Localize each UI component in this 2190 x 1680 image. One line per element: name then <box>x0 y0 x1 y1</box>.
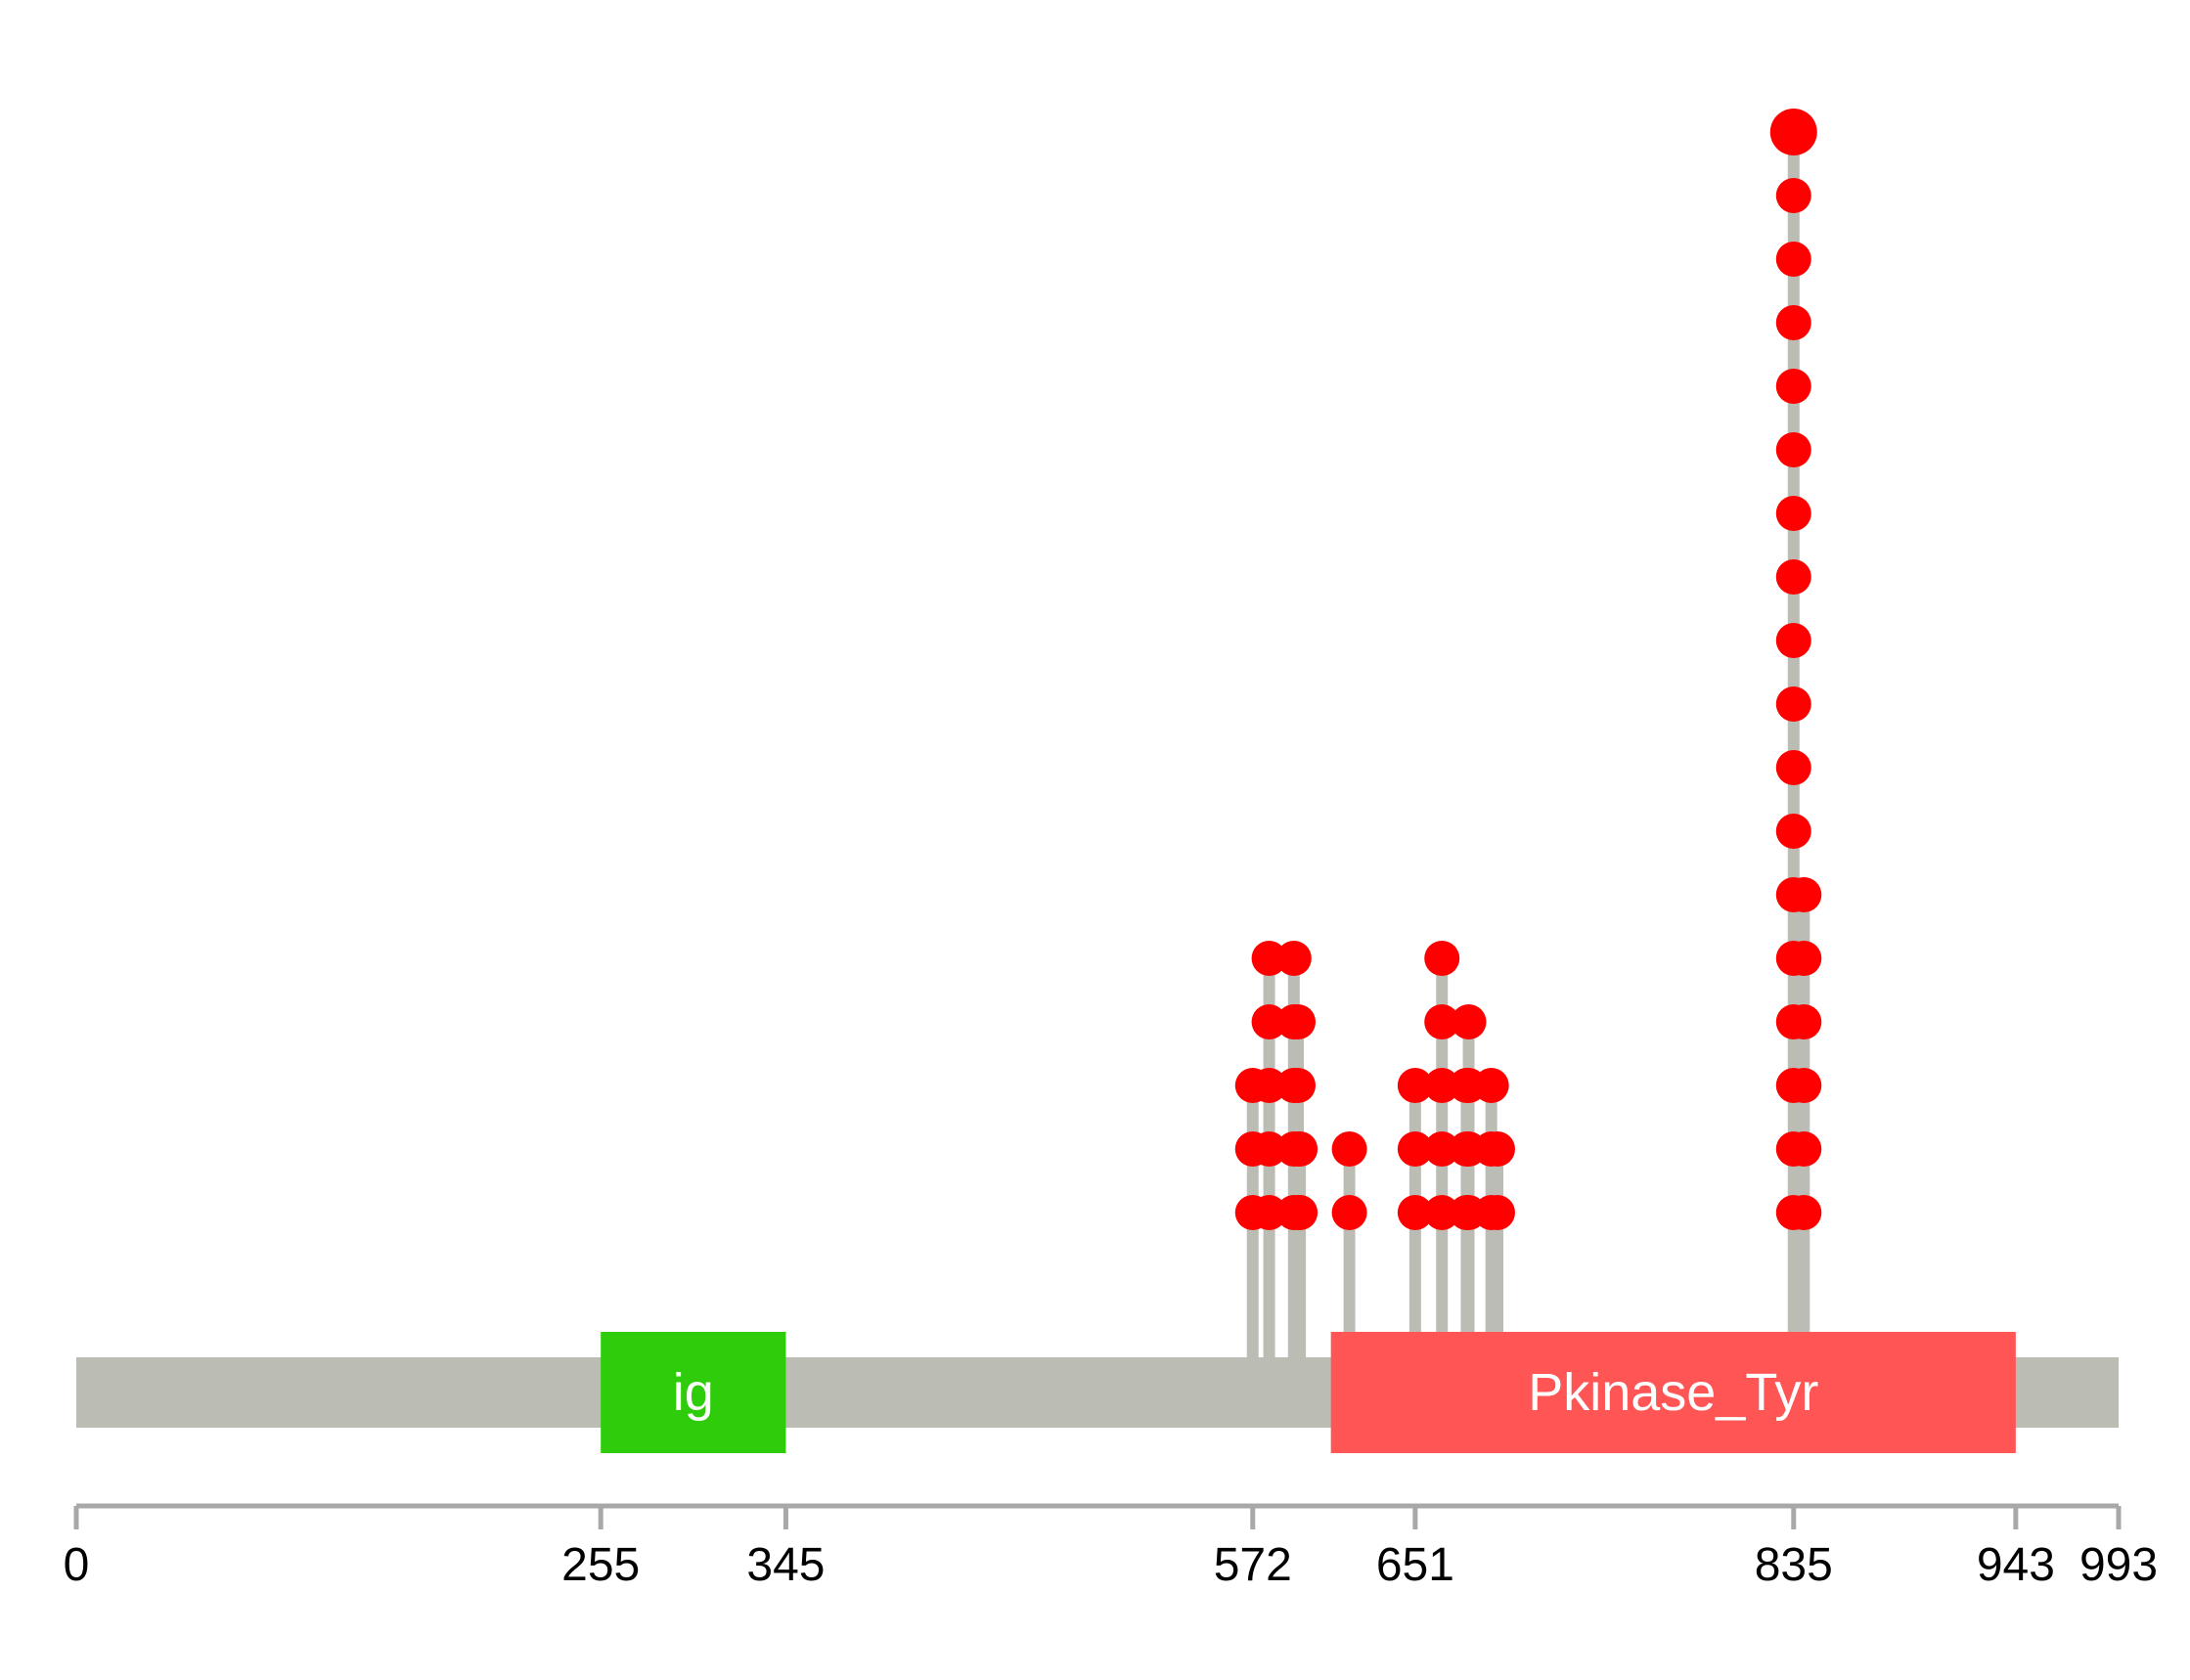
mutation-point <box>1775 305 1811 340</box>
mutation-point <box>1280 1068 1317 1103</box>
mutation-point <box>1775 559 1811 595</box>
mutation-point <box>1479 1131 1515 1167</box>
mutation-point <box>1775 369 1811 404</box>
mutation-point <box>1786 1131 1822 1167</box>
mutation-point <box>1397 1195 1433 1230</box>
mutation-heads <box>1234 109 1822 1230</box>
mutation-stems <box>1246 132 1810 1357</box>
mutation-point <box>1251 941 1287 976</box>
mutation-point <box>1251 1068 1287 1103</box>
mutation-point <box>1775 623 1811 658</box>
mutation-point <box>1251 1004 1287 1039</box>
mutation-point <box>1786 877 1822 912</box>
mutation-point <box>1331 1131 1367 1167</box>
tick-label: 255 <box>561 1539 640 1591</box>
mutation-point <box>1786 1068 1822 1103</box>
mutation-point <box>1786 941 1822 976</box>
mutation-point <box>1775 242 1811 277</box>
mutation-point <box>1424 1131 1460 1167</box>
mutation-point <box>1786 1195 1822 1230</box>
tick-label: 943 <box>1977 1539 2055 1591</box>
mutation-point <box>1280 1004 1317 1039</box>
mutation-point <box>1775 432 1811 467</box>
mutation-point <box>1775 178 1811 213</box>
tick-label: 572 <box>1214 1539 1292 1591</box>
mutation-point <box>1397 1131 1433 1167</box>
mutation-point <box>1251 1131 1287 1167</box>
mutation-point <box>1479 1195 1515 1230</box>
mutation-point <box>1331 1195 1367 1230</box>
mutation-point <box>1775 686 1811 722</box>
mutation-point <box>1282 1195 1318 1230</box>
mutation-point <box>1473 1068 1509 1103</box>
mutation-point <box>1769 109 1817 155</box>
domain-box <box>1330 1332 2016 1453</box>
mutation-point <box>1775 750 1811 785</box>
mutation-point <box>1451 1004 1487 1039</box>
tick-label: 345 <box>746 1539 825 1591</box>
domain-label: ig <box>673 1363 714 1422</box>
mutation-point <box>1775 496 1811 531</box>
mutation-point <box>1775 814 1811 849</box>
domain-label: Pkinase_Tyr <box>1528 1363 1818 1422</box>
mutation-point <box>1424 1195 1460 1230</box>
mutation-point <box>1397 1068 1433 1103</box>
tick-label: 651 <box>1376 1539 1454 1591</box>
mutation-point <box>1424 1004 1460 1039</box>
mutation-point <box>1275 941 1312 976</box>
mutation-point <box>1424 1068 1460 1103</box>
domain-box <box>601 1332 786 1453</box>
mutation-point <box>1282 1131 1318 1167</box>
tick-label: 993 <box>2079 1539 2158 1591</box>
tick-label: 835 <box>1755 1539 1833 1591</box>
mutation-point <box>1424 941 1460 976</box>
protein-domains: ig Pkinase_Tyr <box>601 1332 2016 1453</box>
tick-label: 0 <box>64 1539 90 1591</box>
mutation-point <box>1786 1004 1822 1039</box>
mutation-point <box>1251 1195 1287 1230</box>
position-axis: 0 255 345 572 651 835 943 993 <box>64 1503 2158 1591</box>
